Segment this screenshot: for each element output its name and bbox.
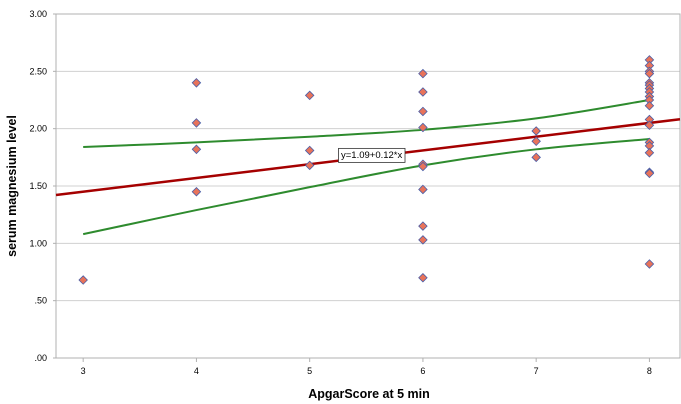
data-point: [644, 68, 655, 79]
x-axis-label: ApgarScore at 5 min: [308, 387, 430, 401]
data-point: [531, 152, 541, 163]
upper-confidence-line: [83, 99, 650, 149]
y-axis-label: serum magnesium level: [5, 115, 19, 257]
data-point: [418, 161, 428, 172]
data-point: [418, 68, 428, 79]
x-tick-label: 5: [307, 366, 312, 376]
data-point: [418, 184, 428, 195]
x-tick-label: 7: [534, 366, 539, 376]
data-point: [304, 145, 315, 156]
data-point: [304, 160, 315, 171]
y-tick-label: 2.50: [29, 66, 47, 76]
x-tick-label: 8: [647, 366, 652, 376]
data-points: [78, 55, 655, 285]
y-tick-label: 2.00: [29, 124, 47, 134]
data-point: [191, 78, 202, 88]
y-tick-label: 1.50: [29, 181, 47, 191]
data-point: [644, 120, 655, 130]
axis-ticks: .00 .50 1.00 1.50 2.00 2.50 3.00 3 4 5 6 7 8: [29, 9, 651, 376]
equation-label: y=1.09+0.12*x: [341, 150, 403, 161]
data-point: [418, 221, 428, 231]
data-point: [644, 168, 655, 179]
data-point: [418, 87, 428, 97]
y-tick-label: 1.00: [29, 238, 47, 248]
data-point: [191, 144, 202, 155]
data-point: [78, 275, 88, 285]
data-point: [644, 259, 655, 269]
y-tick-label: .00: [34, 353, 47, 363]
data-point: [418, 272, 428, 283]
x-tick-label: 3: [81, 366, 86, 376]
data-point: [191, 118, 202, 128]
data-point: [644, 100, 655, 111]
data-point: [644, 147, 655, 158]
y-tick-label: .50: [34, 296, 47, 306]
data-point: [531, 126, 541, 136]
data-point: [418, 122, 428, 133]
y-tick-label: 3.00: [29, 9, 47, 19]
x-tick-label: 4: [194, 366, 199, 376]
data-point: [531, 136, 541, 147]
x-tick-label: 6: [420, 366, 425, 376]
data-point: [191, 186, 202, 197]
confidence-band-lines: [82, 99, 650, 236]
equation-label-group: y=1.09+0.12*x: [338, 147, 406, 163]
data-point: [418, 235, 428, 245]
data-point: [418, 106, 428, 117]
data-point: [304, 90, 315, 101]
equation-label-box: [338, 147, 406, 163]
lower-confidence-line: [82, 137, 650, 236]
